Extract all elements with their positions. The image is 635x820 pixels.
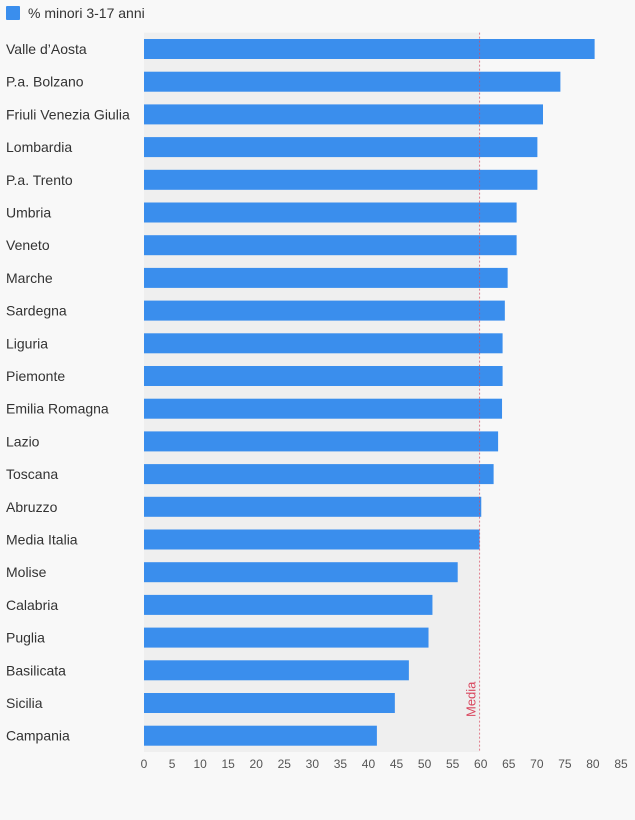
category-label: Molise [6,564,47,580]
x-tick-label: 35 [334,757,348,771]
x-tick-label: 70 [530,757,544,771]
bar [144,104,543,125]
category-label: Sicilia [6,695,43,711]
x-tick-label: 5 [169,757,176,771]
bar [144,431,499,452]
category-label: P.a. Trento [6,172,73,188]
category-label: Campania [6,728,70,744]
x-tick-label: 50 [418,757,432,771]
legend: % minori 3-17 anni [6,5,145,21]
category-label: Toscana [6,466,58,482]
x-tick-label: 10 [193,757,207,771]
x-tick-label: 75 [558,757,572,771]
bar [144,529,480,550]
category-label: Calabria [6,597,58,613]
category-label: Friuli Venezia Giulia [6,106,130,122]
bar [144,693,395,713]
category-label: Piemonte [6,368,65,384]
x-tick-label: 25 [278,757,292,771]
category-label: Marche [6,270,53,286]
category-label: Valle d’Aosta [6,41,87,57]
bar [144,627,429,648]
bar [144,169,538,190]
x-tick-label: 80 [586,757,600,771]
category-label: Sardegna [6,303,67,319]
bar [144,71,561,92]
x-tick-label: 85 [614,757,628,771]
bar [144,366,503,386]
bar [144,594,433,615]
x-tick-label: 0 [141,757,148,771]
bar [144,137,538,158]
x-tick-label: 30 [306,757,320,771]
category-label: Emilia Romagna [6,401,109,417]
bar [144,725,377,746]
x-tick-label: 40 [362,757,376,771]
x-tick-label: 65 [502,757,516,771]
bar [144,333,503,354]
category-label: Media Italia [6,532,78,548]
bar [144,464,494,485]
category-label: Lombardia [6,139,72,155]
x-tick-label: 20 [250,757,264,771]
legend-label: % minori 3-17 anni [28,5,145,21]
bar [144,660,409,681]
legend-swatch [6,6,20,20]
bar [144,202,517,223]
bar [144,267,508,288]
category-label: Umbria [6,205,51,221]
bar [144,300,505,321]
x-tick-label: 60 [474,757,488,771]
category-label: Lazio [6,433,40,449]
bar [144,496,482,517]
category-label: P.a. Bolzano [6,74,84,90]
bar [144,398,503,419]
x-tick-label: 45 [390,757,404,771]
bar [144,235,517,256]
category-label: Puglia [6,630,45,646]
category-label: Veneto [6,237,50,253]
category-label: Abruzzo [6,499,58,515]
category-label: Basilicata [6,662,66,678]
category-label: Liguria [6,335,48,351]
bar [144,562,458,583]
x-tick-label: 55 [446,757,460,771]
x-tick-label: 15 [221,757,235,771]
reference-label: Media [464,681,479,717]
bar [144,39,595,59]
